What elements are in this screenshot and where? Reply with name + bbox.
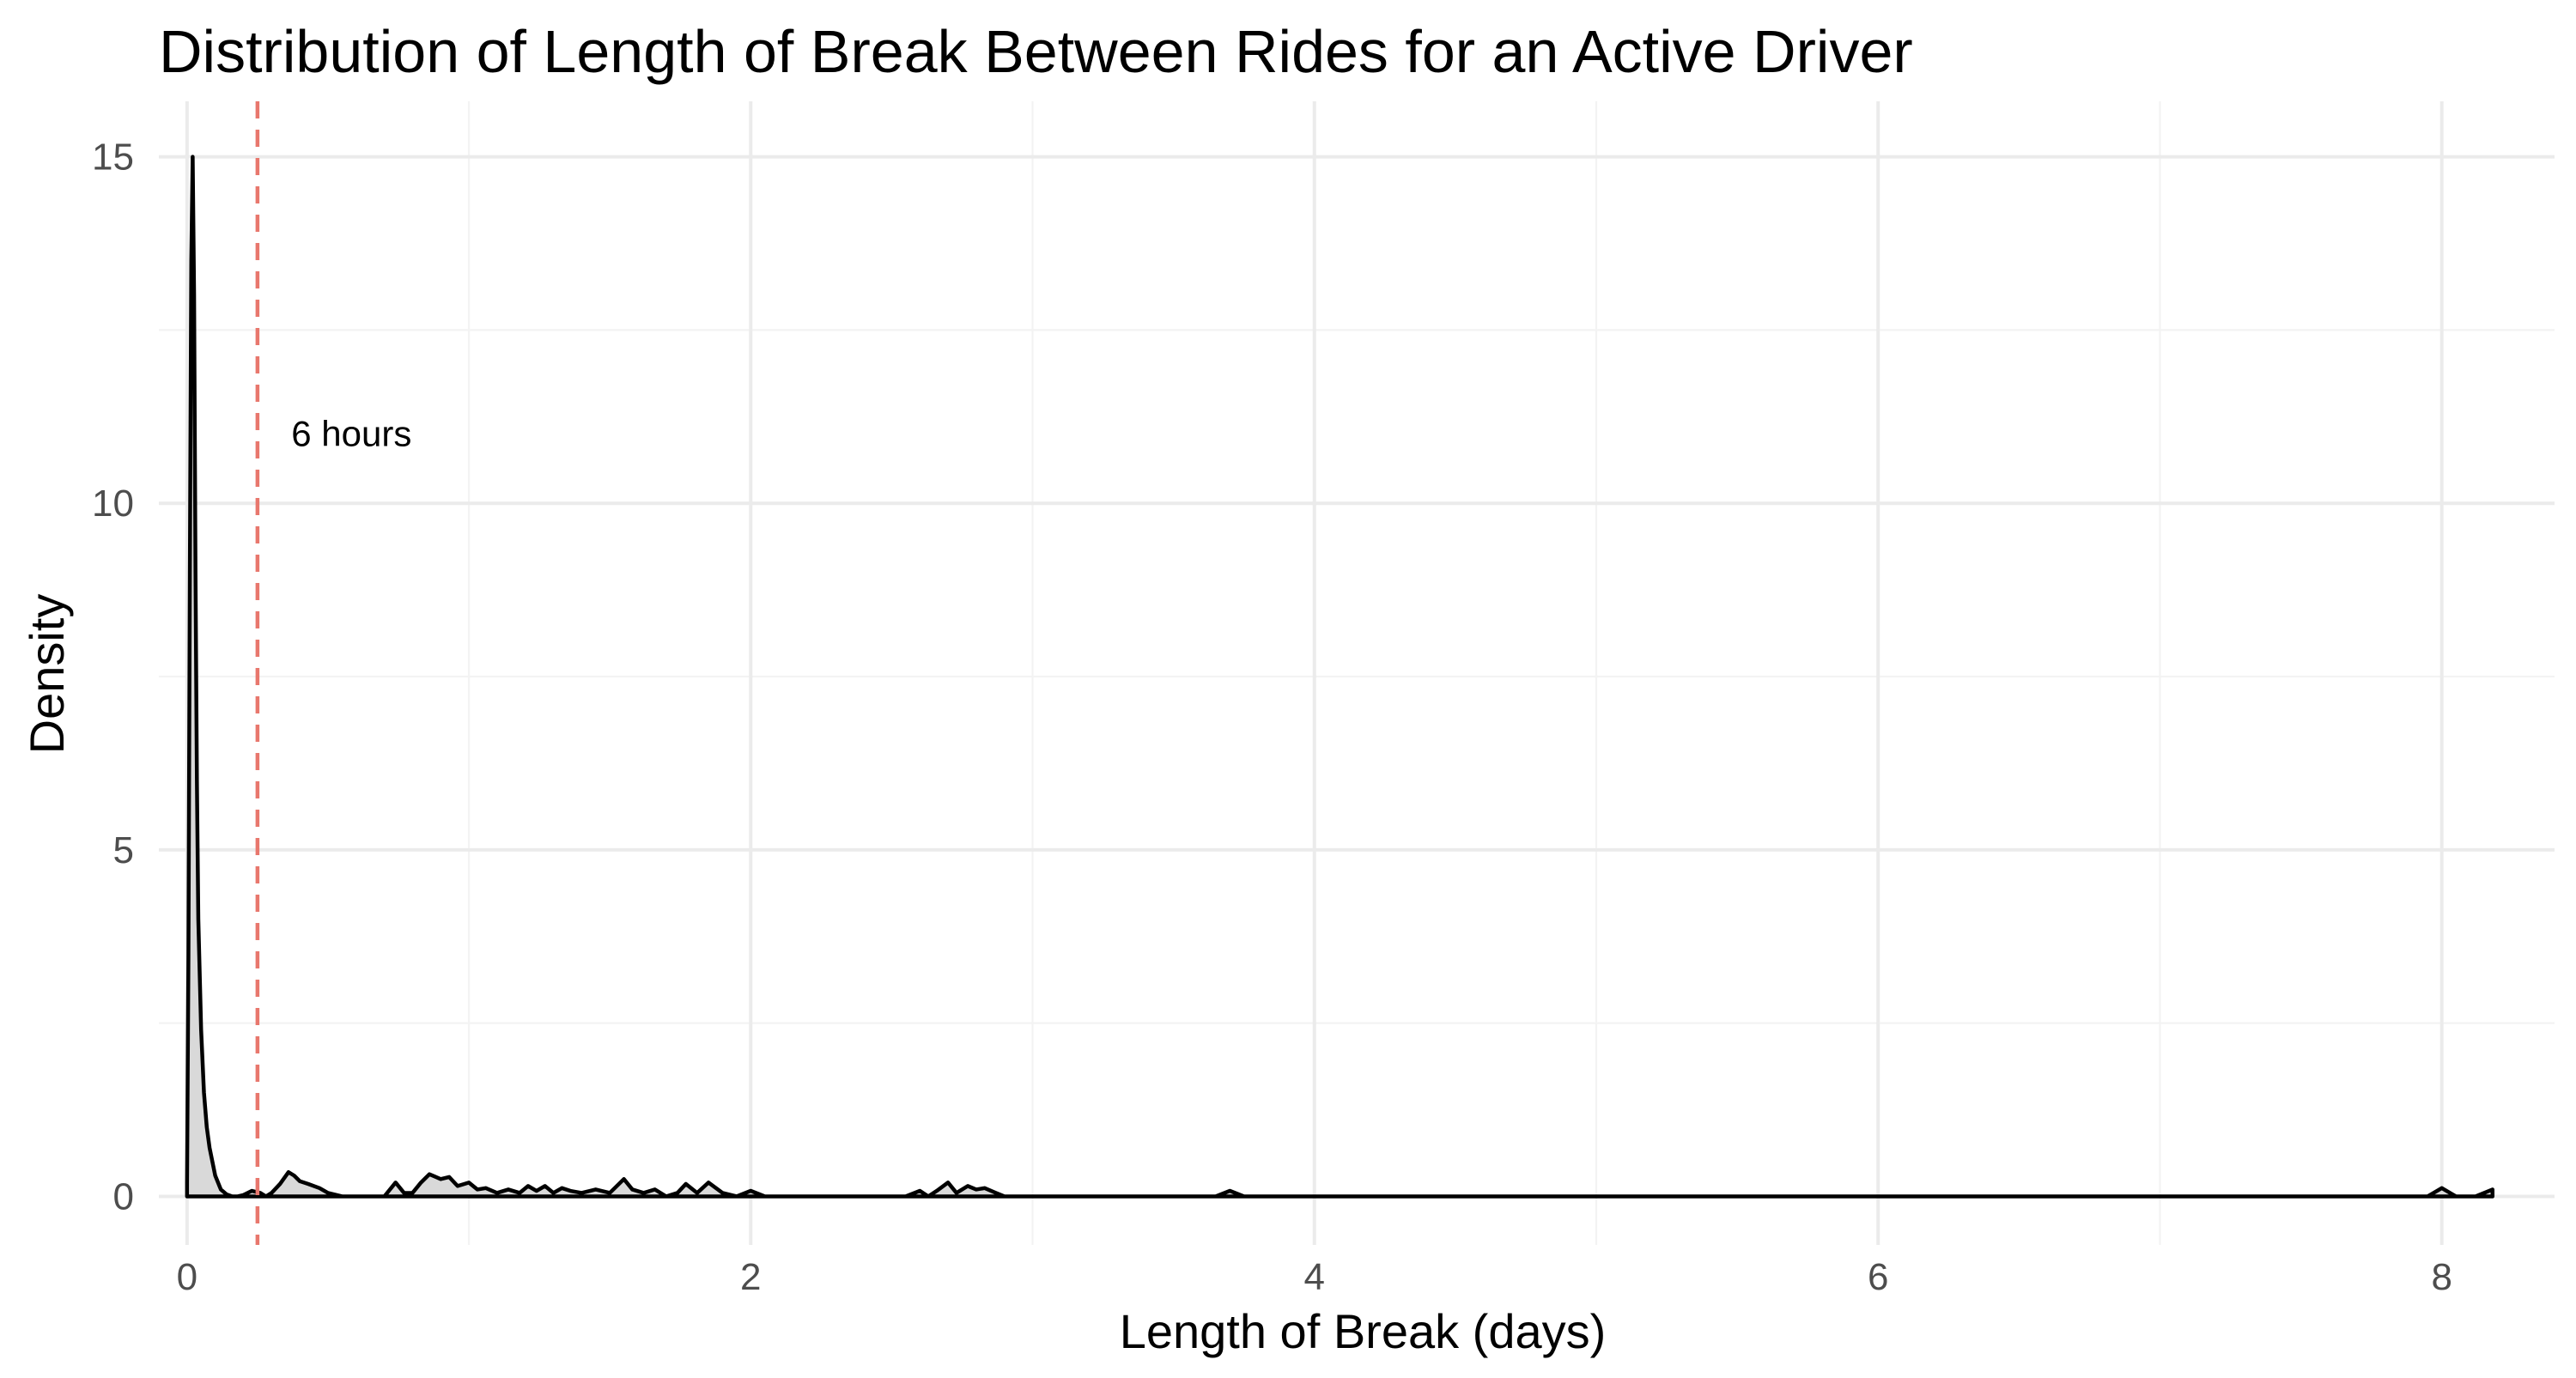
y-tick-label-10: 10 bbox=[92, 483, 134, 525]
major-gridlines bbox=[159, 101, 2555, 1245]
y-axis-ticks: 0 5 10 15 bbox=[92, 137, 134, 1218]
minor-gridlines bbox=[159, 101, 2555, 1245]
y-tick-label-5: 5 bbox=[113, 829, 134, 871]
x-axis-title: Length of Break (days) bbox=[1120, 1304, 1607, 1358]
x-tick-label-8: 8 bbox=[2431, 1256, 2451, 1298]
density-series bbox=[185, 155, 2495, 1199]
y-tick-label-0: 0 bbox=[113, 1175, 134, 1217]
reference-line-label: 6 hours bbox=[291, 413, 411, 453]
chart-title: Distribution of Length of Break Between … bbox=[159, 18, 1913, 85]
x-axis-ticks: 0 2 4 6 8 bbox=[177, 1256, 2452, 1298]
x-tick-label-6: 6 bbox=[1868, 1256, 1888, 1298]
x-tick-label-2: 2 bbox=[740, 1256, 761, 1298]
y-axis-title: Density bbox=[20, 594, 74, 755]
reference-line-group: 6 hours bbox=[255, 101, 411, 1245]
x-tick-label-0: 0 bbox=[177, 1256, 197, 1298]
y-tick-label-15: 15 bbox=[92, 137, 134, 179]
x-tick-label-4: 4 bbox=[1304, 1256, 1325, 1298]
density-area bbox=[185, 155, 2495, 1199]
